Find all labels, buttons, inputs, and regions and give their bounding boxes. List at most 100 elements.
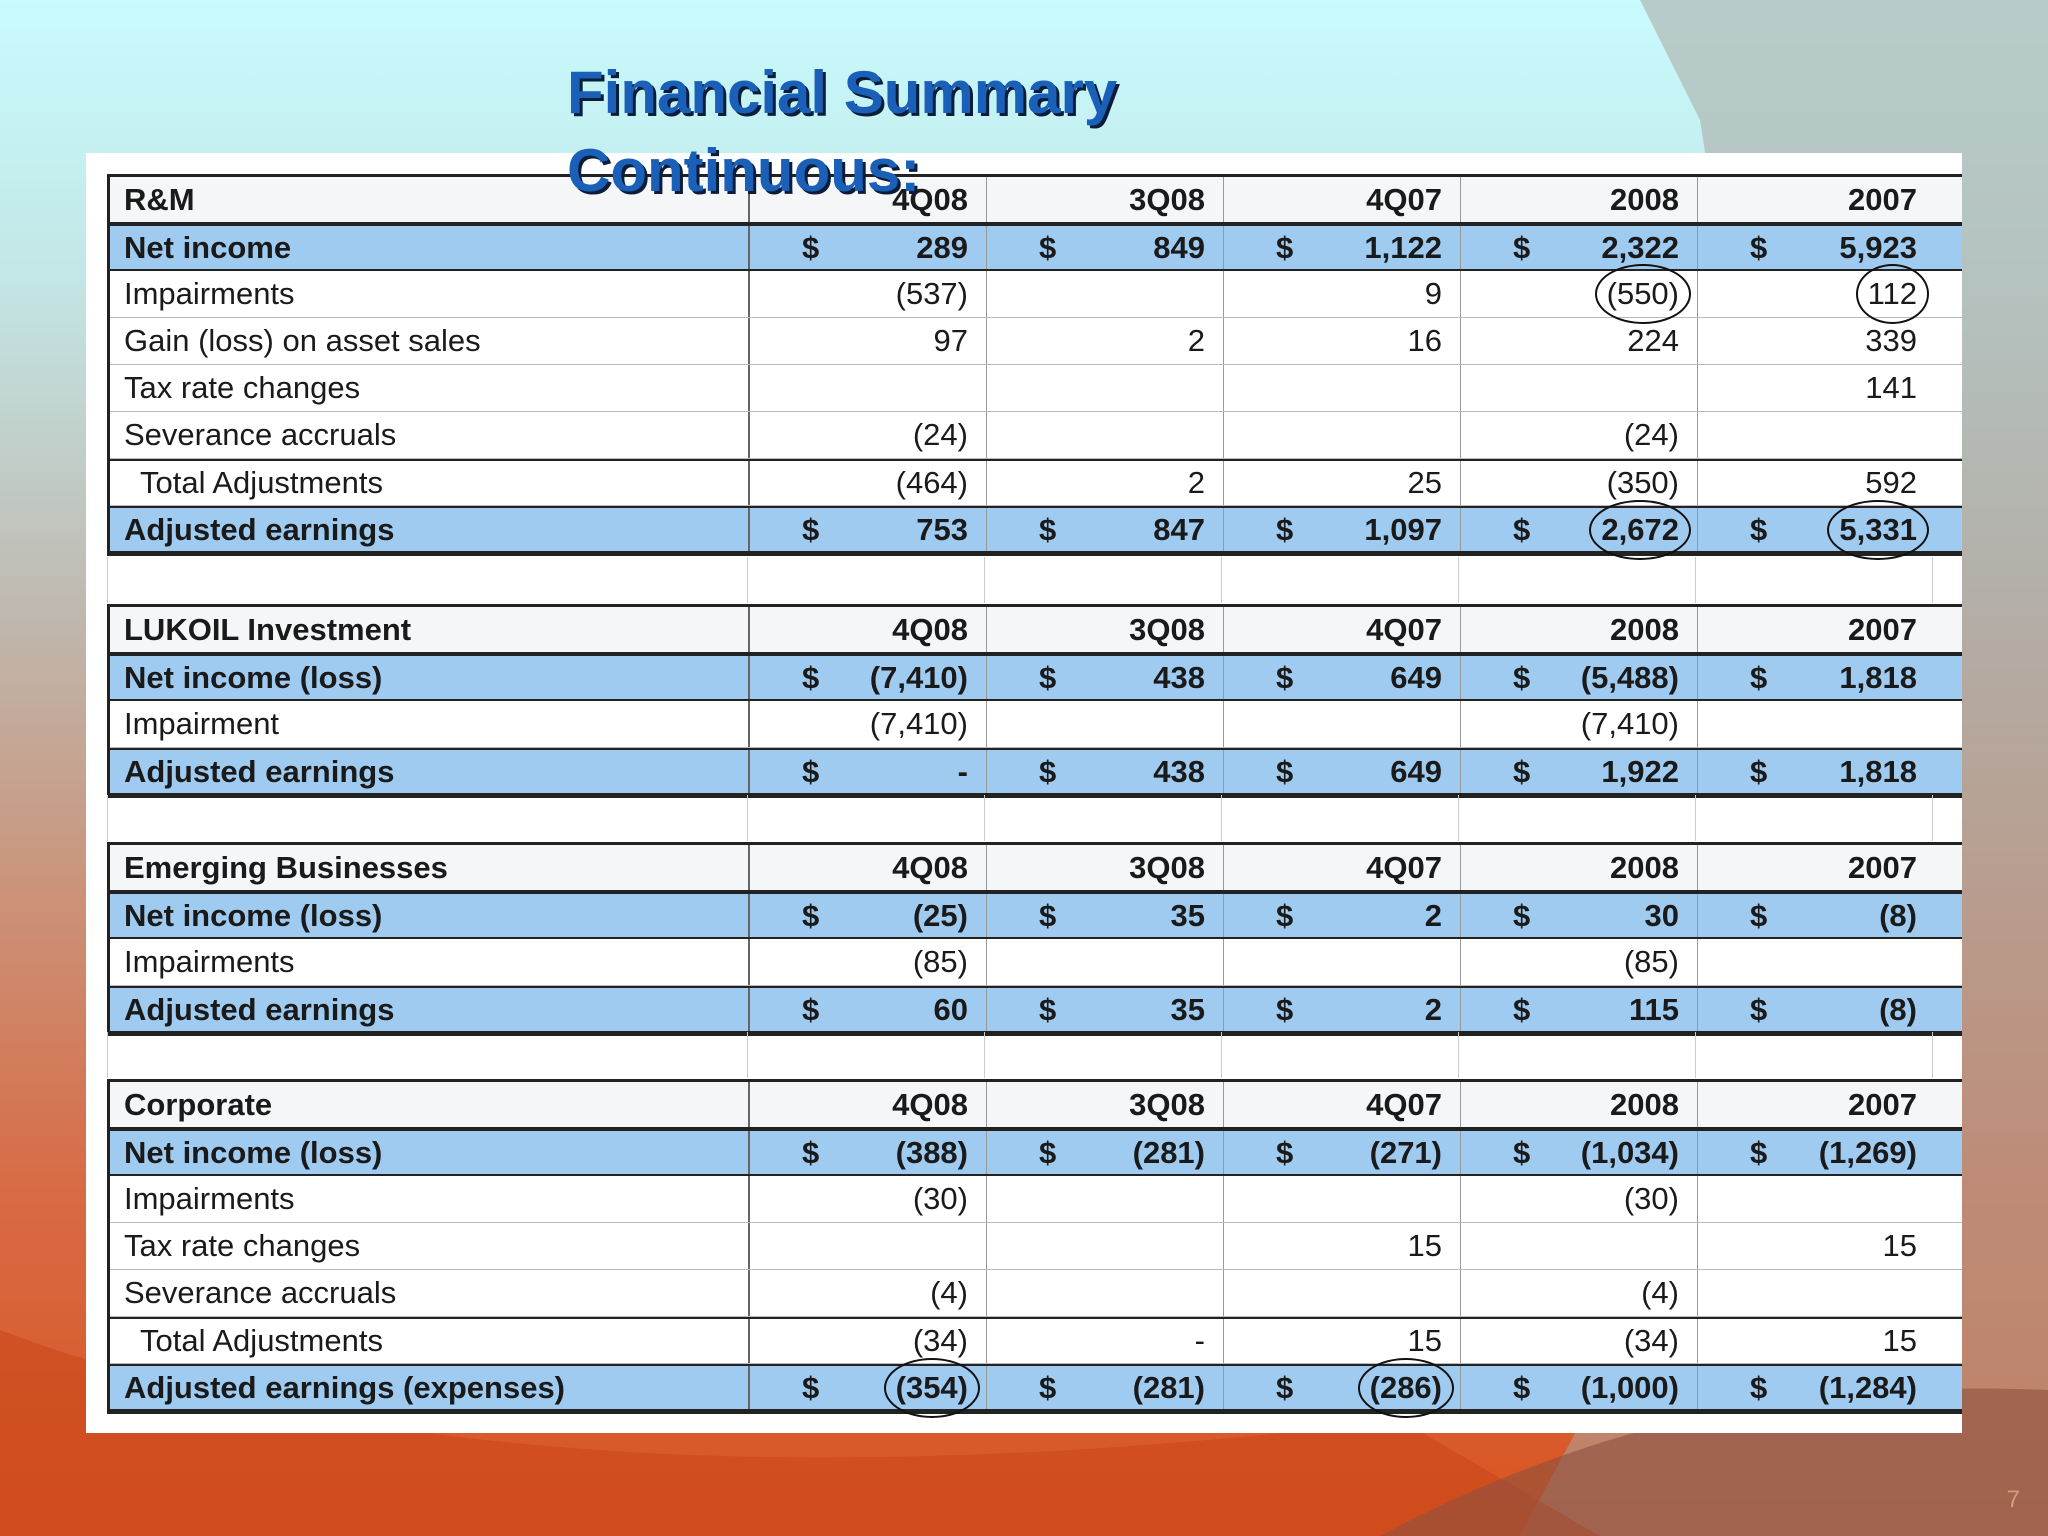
cell-value: 438	[1153, 753, 1205, 789]
value-cell: $ (1,284)	[1698, 1366, 1935, 1409]
value-cell: $1,097	[1224, 508, 1461, 551]
section-header-row: R&M 4Q08 3Q08 4Q07 2008 2007	[110, 177, 1962, 224]
row-label: Total Adjustments	[110, 461, 750, 505]
spacer-cell	[985, 1032, 1222, 1078]
spacer-cell	[1459, 557, 1696, 603]
table-row: Severance accruals (4) (4)	[110, 1270, 1962, 1317]
row-label: Net income (loss)	[110, 656, 750, 699]
value-cell: 2	[987, 318, 1224, 364]
value-cell	[750, 365, 987, 411]
column-header-label: 2008	[1610, 611, 1679, 647]
value-cell: $2	[1224, 894, 1461, 937]
value-cell: 15	[1698, 1319, 1935, 1363]
value-cell: (85)	[750, 939, 987, 985]
section-header-row: LUKOIL Investment 4Q08 3Q08 4Q07 2008 2007	[110, 607, 1962, 654]
cell-value: 1,818	[1839, 659, 1917, 695]
cell-value: (281)	[1132, 1369, 1205, 1405]
value-cell: (7,410)	[1461, 701, 1698, 747]
table-row: Total Adjustments (464) 2 25 (350) 592	[110, 459, 1962, 506]
cell-value: -	[1194, 1323, 1205, 1358]
value-cell: 15	[1698, 1223, 1935, 1269]
cell-value: 15	[1882, 1323, 1917, 1358]
spacer-cell	[985, 795, 1222, 841]
cell-value: 141	[1865, 370, 1917, 405]
value-cell: (537)	[750, 271, 987, 317]
table-row: Impairment (7,410) (7,410)	[110, 701, 1962, 748]
column-header: 2008	[1461, 177, 1698, 222]
spacer-cell	[1222, 557, 1459, 603]
column-header: 4Q08	[750, 1082, 987, 1127]
circled-value: (286)	[1357, 1357, 1455, 1418]
table-section-3: Emerging Businesses 4Q08 3Q08 4Q07 2008 2007 N…	[107, 842, 1962, 1036]
value-cell	[987, 365, 1224, 411]
currency-symbol: $	[1513, 1369, 1531, 1405]
cell-value: 97	[933, 323, 968, 358]
cell-value: 2	[1187, 465, 1205, 500]
value-cell: 15	[1224, 1223, 1461, 1269]
column-header-label: 4Q08	[892, 1086, 968, 1122]
currency-symbol: $	[1513, 897, 1531, 933]
table-section-4: Corporate 4Q08 3Q08 4Q07 2008 2007 Net income …	[107, 1079, 1962, 1418]
cell-value: (464)	[895, 465, 968, 500]
currency-symbol: $	[1750, 1134, 1768, 1170]
cell-value: 16	[1407, 323, 1442, 358]
value-cell: $1,818	[1698, 750, 1935, 793]
cell-value: 9	[1424, 276, 1442, 311]
slide-title-line-2: Continuous:	[567, 137, 921, 204]
currency-symbol: $	[1513, 1134, 1531, 1170]
slide-title-line-1: Financial Summary	[567, 59, 1118, 126]
currency-symbol: $	[1039, 897, 1057, 933]
table-row: Net income $289 $849 $1,122 $2,322 $5,923	[110, 224, 1962, 271]
currency-symbol: $	[1039, 991, 1057, 1027]
value-cell	[987, 1270, 1224, 1316]
value-cell: $ (1,000)	[1461, 1366, 1698, 1409]
cell-value: 1,122	[1364, 229, 1442, 265]
cell-value: (388)	[895, 1134, 968, 1170]
spacer-row	[107, 795, 1963, 841]
column-header-label: 2008	[1610, 181, 1679, 217]
cell-value: (5,488)	[1580, 659, 1679, 695]
cell-value: 649	[1390, 753, 1442, 789]
row-label: Gain (loss) on asset sales	[110, 318, 750, 364]
value-cell: $438	[987, 750, 1224, 793]
table-row: Adjusted earnings $ - $438 $649 $1,922 $1,818	[110, 748, 1962, 795]
column-header: 4Q07	[1224, 1082, 1461, 1127]
column-header: 2007	[1698, 177, 1935, 222]
value-cell	[1698, 1270, 1935, 1316]
circled-value: 112	[1855, 264, 1930, 324]
column-header: 2007	[1698, 845, 1935, 890]
currency-symbol: $	[1750, 1369, 1768, 1405]
table-row: Adjusted earnings $60 $35 $2 $115 $ (8)	[110, 986, 1962, 1033]
value-cell: $ -	[750, 750, 987, 793]
value-cell: $5,331	[1698, 499, 1935, 560]
value-cell: $649	[1224, 656, 1461, 699]
spacer-cell	[1459, 795, 1696, 841]
currency-symbol: $	[1276, 229, 1294, 265]
value-cell	[1698, 939, 1935, 985]
value-cell: $2,672	[1461, 499, 1698, 560]
value-cell	[987, 412, 1224, 458]
value-cell: 112	[1698, 264, 1935, 324]
value-cell: $1,818	[1698, 656, 1935, 699]
circled-value: (550)	[1594, 264, 1692, 324]
currency-symbol: $	[1039, 1134, 1057, 1170]
column-header-label: 4Q07	[1366, 181, 1442, 217]
currency-symbol: $	[802, 897, 820, 933]
column-header-label: 3Q08	[1129, 181, 1205, 217]
cell-value: 1,818	[1839, 753, 1917, 789]
column-header-label: 2007	[1848, 611, 1917, 647]
spacer-cell	[1696, 1032, 1933, 1078]
value-cell: $2	[1224, 988, 1461, 1031]
table-row: Total Adjustments (34) - 15 (34) 15	[110, 1317, 1962, 1364]
cell-value: (281)	[1132, 1134, 1205, 1170]
spacer-cell	[108, 557, 748, 603]
slide-title: Financial Summary Continuous:	[567, 54, 1117, 210]
column-header: 4Q08	[750, 607, 987, 652]
column-header: 3Q08	[987, 177, 1224, 222]
value-cell: 339	[1698, 318, 1935, 364]
currency-symbol: $	[1039, 753, 1057, 789]
cell-value: 15	[1407, 1228, 1442, 1263]
cell-value: 224	[1627, 323, 1679, 358]
cell-value: 5,923	[1839, 229, 1917, 265]
value-cell: $ (1,034)	[1461, 1131, 1698, 1174]
